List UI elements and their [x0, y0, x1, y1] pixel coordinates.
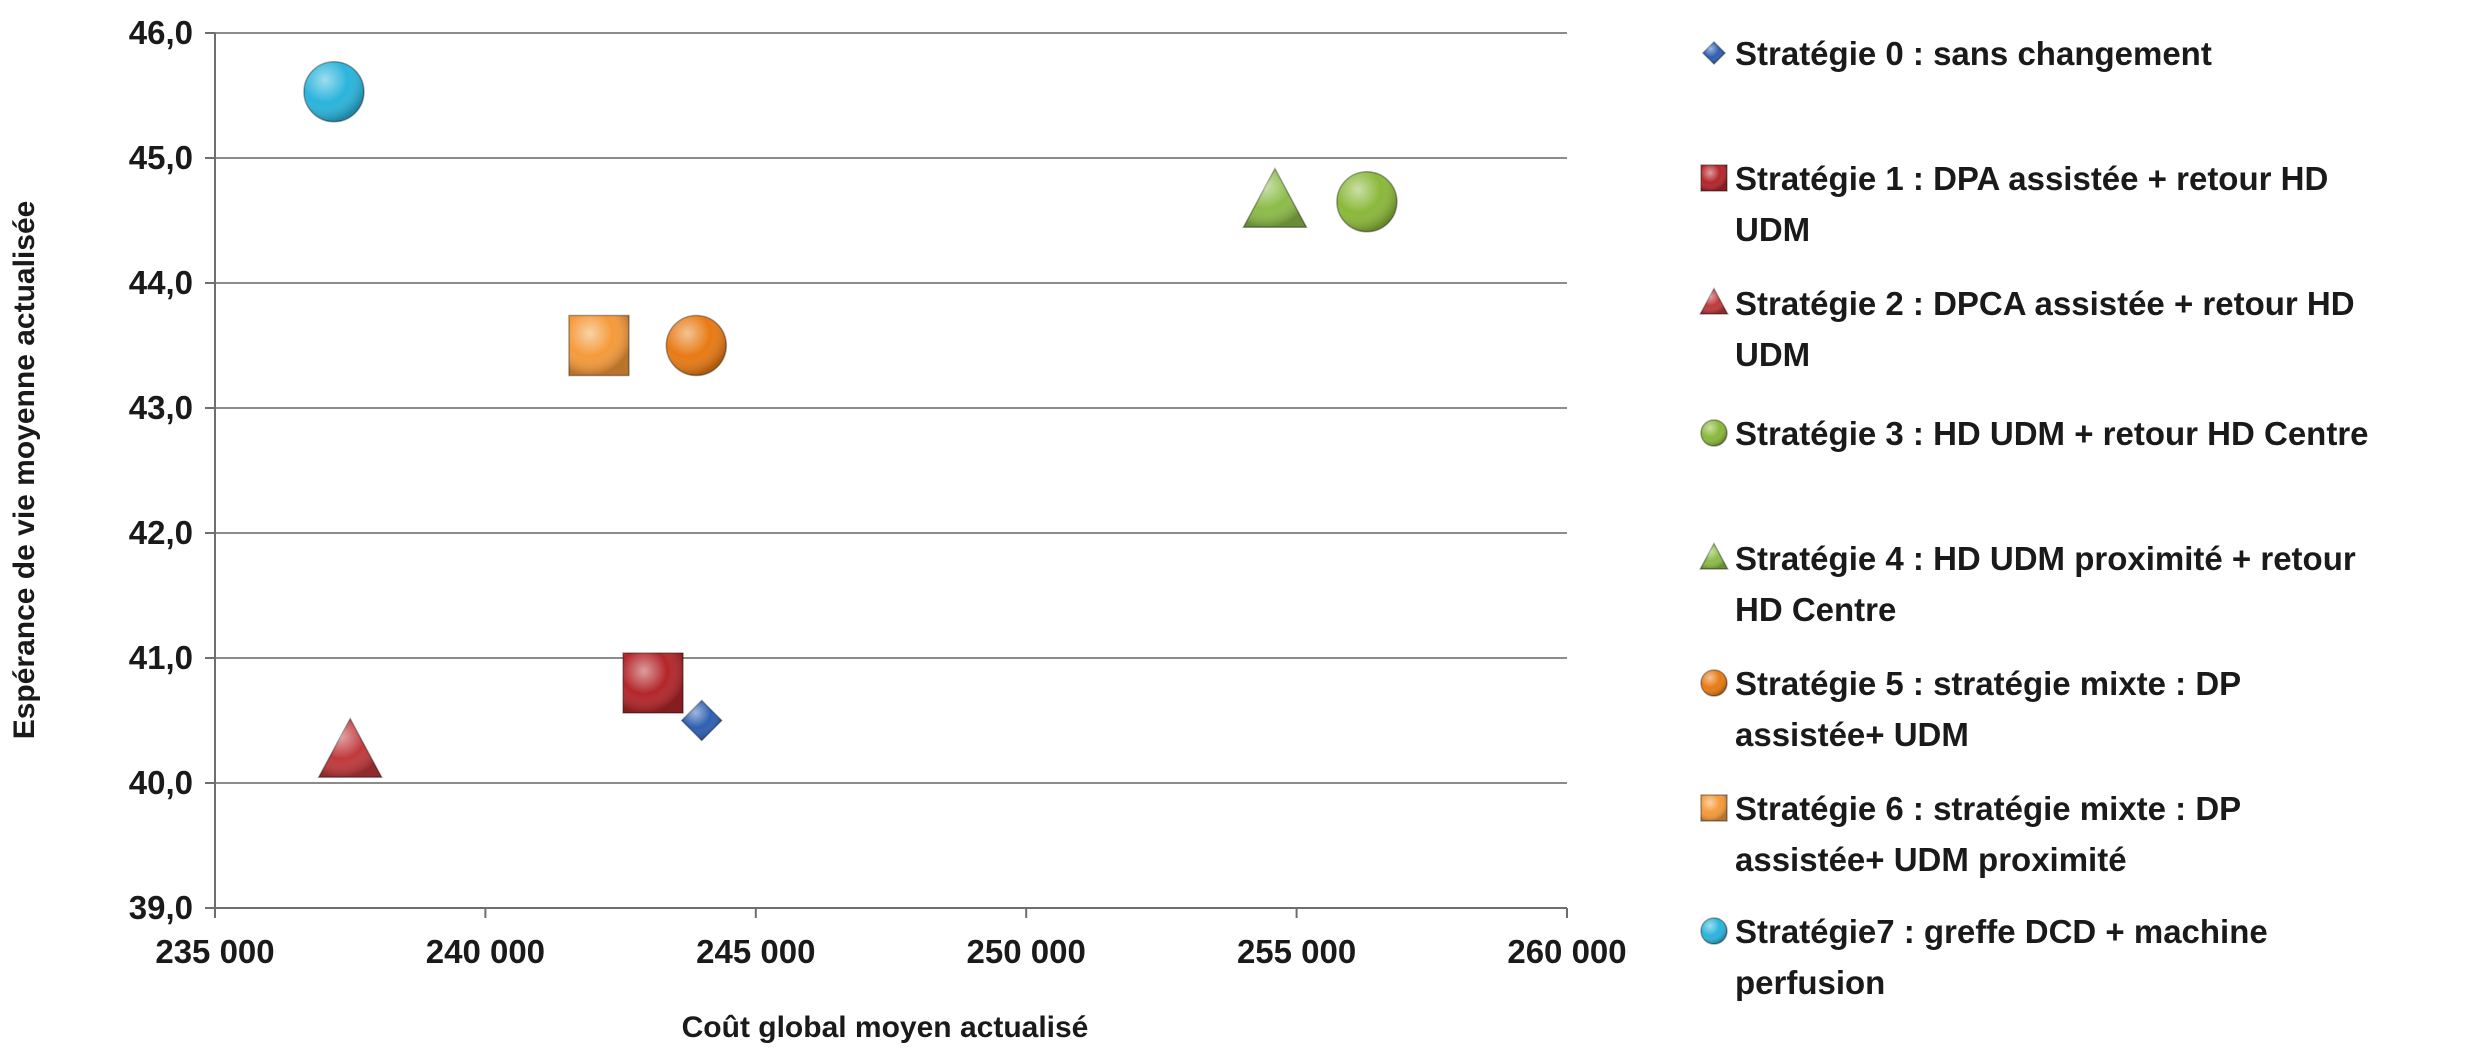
legend-label: UDM [1735, 336, 1810, 373]
y-tick-label: 42,0 [129, 514, 193, 551]
y-tick-label: 44,0 [129, 264, 193, 301]
gridlines [215, 32, 1567, 784]
legend-label: Stratégie 3 : HD UDM + retour HD Centre [1735, 415, 2369, 452]
legend-label: Stratégie7 : greffe DCD + machine [1735, 913, 2268, 950]
x-tick-label: 250 000 [967, 933, 1086, 970]
legend-item: Stratégie 5 : stratégie mixte : DP assist… [1700, 665, 2241, 753]
x-tick-label: 240 000 [426, 933, 545, 970]
legend-label: HD Centre [1735, 591, 1896, 628]
legend-label: perfusion [1735, 964, 1885, 1001]
legend-label: Stratégie 5 : stratégie mixte : DP [1735, 665, 2241, 702]
legend-marker [1701, 40, 1727, 66]
y-tick-label: 40,0 [129, 764, 193, 801]
x-tick-label: 245 000 [696, 933, 815, 970]
legend-label: Stratégie 6 : stratégie mixte : DP [1735, 790, 2241, 827]
y-tick-label: 43,0 [129, 389, 193, 426]
data-point [1242, 167, 1308, 228]
data-points [303, 61, 1398, 778]
data-point [568, 314, 630, 377]
legend-item: Stratégie 1 : DPA assistée + retour HD UD… [1700, 160, 2328, 248]
legend-marker [1699, 542, 1729, 570]
y-tick-label: 39,0 [129, 889, 193, 926]
data-point [317, 717, 383, 778]
legend-item: Stratégie7 : greffe DCD + machine perfusi… [1700, 913, 2268, 1001]
legend-label: Stratégie 0 : sans changement [1735, 35, 2212, 72]
legend-label: Stratégie 4 : HD UDM proximité + retour [1735, 540, 2356, 577]
data-point [1336, 171, 1398, 233]
x-tick-label: 235 000 [155, 933, 274, 970]
legend-label: UDM [1735, 211, 1810, 248]
y-tick-label: 46,0 [129, 14, 193, 51]
y-tick-label: 41,0 [129, 639, 193, 676]
legend-marker [1700, 794, 1728, 822]
data-point [665, 314, 728, 377]
x-axis-title: Coût global moyen actualisé [682, 1011, 1089, 1044]
x-tick-labels: 235 000 240 000 245 000 250 000 255 000 260 0… [155, 933, 1626, 970]
legend-marker [1700, 419, 1728, 447]
legend-marker [1700, 917, 1728, 945]
x-tick-label: 255 000 [1237, 933, 1356, 970]
y-axis-title: Espérance de vie moyenne actualisée [8, 201, 41, 740]
legend-label: Stratégie 2 : DPCA assistée + retour HD [1735, 285, 2355, 322]
legend-item: Stratégie 3 : HD UDM + retour HD Centre [1700, 415, 2369, 452]
legend-label: assistée+ UDM proximité [1735, 841, 2127, 878]
legend-label: Stratégie 1 : DPA assistée + retour HD [1735, 160, 2328, 197]
data-point [680, 699, 723, 742]
y-tick-labels: 39,0 40,0 41,0 42,0 43,0 44,0 45,0 46,0 [129, 14, 193, 926]
axes [205, 32, 1568, 918]
legend-item: Stratégie 0 : sans changement [1701, 35, 2212, 72]
data-point [622, 652, 684, 714]
legend-marker [1700, 164, 1728, 192]
data-point [303, 61, 365, 123]
y-tick-label: 45,0 [129, 139, 193, 176]
legend-item: Stratégie 4 : HD UDM proximité + retour H… [1699, 540, 2356, 628]
legend-marker [1699, 287, 1729, 315]
legend: Stratégie 0 : sans changement Stratégie 1… [1699, 35, 2369, 1001]
legend-marker [1700, 669, 1728, 697]
x-tick-label: 260 000 [1507, 933, 1626, 970]
legend-item: Stratégie 6 : stratégie mixte : DP assist… [1700, 790, 2241, 878]
legend-item: Stratégie 2 : DPCA assistée + retour HD U… [1699, 285, 2355, 373]
legend-label: assistée+ UDM [1735, 716, 1969, 753]
